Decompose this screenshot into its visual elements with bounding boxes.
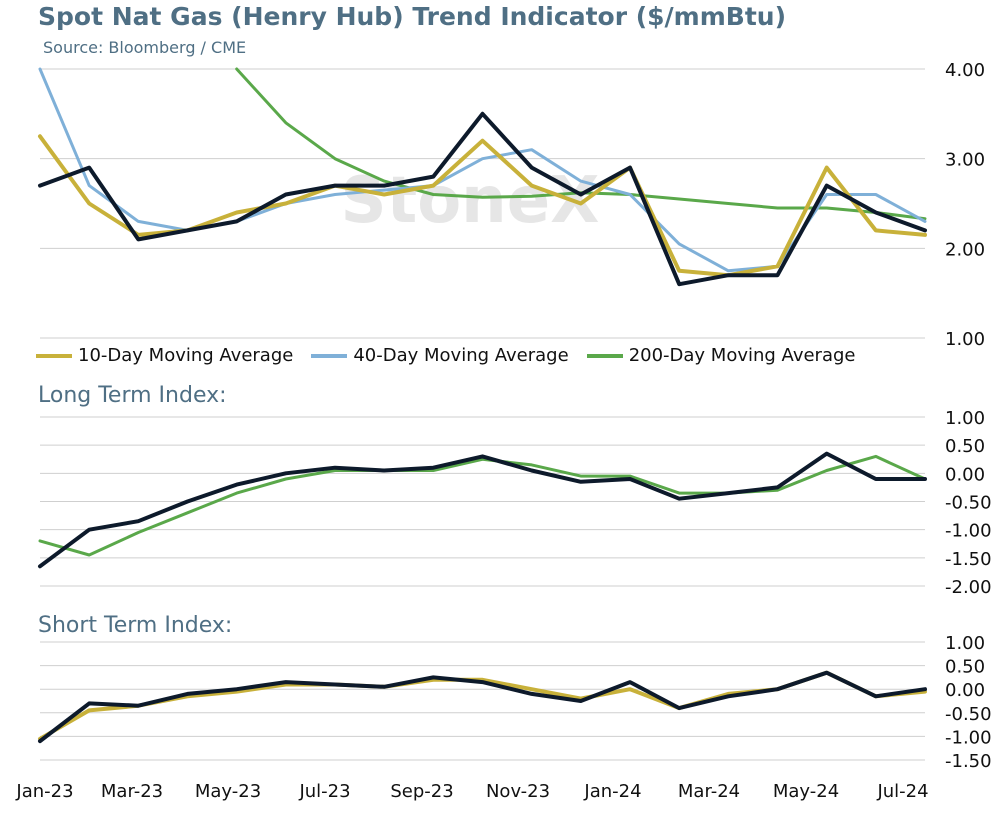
legend: 10-Day Moving Average 40-Day Moving Aver… — [36, 345, 855, 366]
series-line-p2-price — [38, 670, 927, 744]
x-tick-label-9: Jul-24 — [876, 781, 928, 802]
y-tick-label-p1-5: -1.50 — [945, 549, 992, 570]
y-tick-label-p1-4: -1.00 — [945, 521, 992, 542]
legend-item-ma10: 10-Day Moving Average — [36, 345, 293, 366]
y-tick-label-p1-1: 0.50 — [945, 436, 985, 457]
x-tick-label-5: Nov-23 — [486, 781, 550, 802]
chart-title: Spot Nat Gas (Henry Hub) Trend Indicator… — [38, 2, 787, 31]
y-tick-label-p2-1: 0.50 — [945, 657, 985, 678]
legend-item-ma40: 40-Day Moving Average — [311, 345, 569, 366]
y-tick-label-p1-3: -0.50 — [945, 493, 992, 514]
legend-swatch-ma10 — [36, 353, 72, 358]
short-term-index-title: Short Term Index: — [38, 613, 233, 638]
x-tick-label-6: Jan-24 — [583, 781, 641, 802]
y-tick-label-p2-3: -0.50 — [945, 704, 992, 725]
long-term-index-title: Long Term Index: — [38, 383, 227, 408]
x-tick-label-4: Sep-23 — [390, 781, 453, 802]
legend-item-ma200: 200-Day Moving Average — [586, 345, 856, 366]
watermark: StoneX — [341, 164, 600, 238]
legend-label-ma40: 40-Day Moving Average — [353, 345, 569, 366]
y-tick-label-p2-2: 0.00 — [945, 680, 985, 701]
x-tick-label-0: Jan-23 — [15, 781, 73, 802]
chart-source: Source: Bloomberg / CME — [43, 38, 247, 57]
y-tick-label-p2-5: -1.50 — [945, 751, 992, 772]
y-tick-label-p0-0: 1.00 — [945, 329, 985, 350]
y-tick-label-p0-3: 4.00 — [945, 60, 985, 81]
legend-swatch-ma40 — [311, 353, 348, 358]
legend-label-ma200: 200-Day Moving Average — [628, 345, 856, 366]
series-line-p1-ma200 — [38, 454, 927, 557]
y-tick-label-p0-2: 3.00 — [945, 150, 985, 171]
series-line-p1-price — [38, 451, 927, 569]
x-tick-label-1: Mar-23 — [101, 781, 163, 802]
x-tick-label-8: May-24 — [773, 781, 839, 802]
x-tick-label-7: Mar-24 — [678, 781, 740, 802]
x-tick-label-3: Jul-23 — [298, 781, 350, 802]
y-tick-label-p2-0: 1.00 — [945, 633, 985, 654]
y-tick-label-p0-1: 2.00 — [945, 239, 985, 260]
legend-label-ma10: 10-Day Moving Average — [78, 345, 294, 366]
x-tick-label-2: May-23 — [195, 781, 261, 802]
y-tick-label-p2-4: -1.00 — [945, 727, 992, 748]
y-tick-label-p1-2: 0.00 — [945, 464, 985, 485]
legend-swatch-ma200 — [586, 353, 623, 358]
y-tick-label-p1-6: -2.00 — [945, 577, 992, 598]
series-line-p0-price — [38, 111, 927, 287]
y-tick-label-p1-0: 1.00 — [945, 408, 985, 429]
